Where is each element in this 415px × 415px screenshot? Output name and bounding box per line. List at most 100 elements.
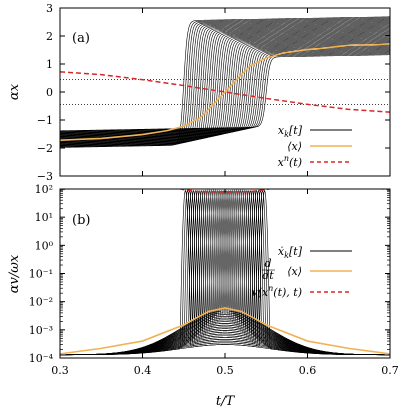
panel-a-trajectory bbox=[60, 53, 390, 132]
panel-b-velocity bbox=[60, 189, 390, 356]
legend-b-item-mean-derivative: d dt ⟨x⟩ bbox=[262, 257, 352, 282]
panel-b-velocity bbox=[60, 189, 390, 356]
legend-a-item-trajectories: xk[t] bbox=[278, 124, 352, 139]
panel-b-velocity bbox=[60, 189, 390, 356]
panel-a-ytick-label: 0 bbox=[46, 86, 53, 99]
panel-a: −3 −2 −1 0 1 2 3 (a) αx xk[t] ⟨x⟩ xn(t) bbox=[7, 2, 391, 183]
panel-a-label: (a) bbox=[72, 31, 90, 46]
panel-b-xtick-label: 0.6 bbox=[299, 364, 317, 377]
panel-a-trajectory bbox=[60, 24, 390, 145]
panel-b-velocity bbox=[60, 189, 390, 356]
legend-b-item-velocities: ẋk[t] bbox=[278, 245, 352, 260]
panel-a-ytick-label: 3 bbox=[46, 2, 53, 15]
panel-b-xtick-label: 0.7 bbox=[381, 364, 399, 377]
svg-text:xk[t]: xk[t] bbox=[278, 124, 303, 139]
panel-a-trajectory bbox=[60, 34, 390, 141]
panel-b-xlabel: t/T bbox=[216, 394, 236, 409]
panel-a-trajectory bbox=[60, 28, 390, 143]
panel-b-velocity bbox=[60, 189, 390, 356]
panel-a-trajectory bbox=[60, 54, 390, 132]
panel-b-velocity bbox=[60, 189, 390, 356]
panel-b-velocity bbox=[60, 189, 390, 356]
panel-a-trajectory bbox=[60, 26, 390, 144]
panel-a-trajectory bbox=[60, 43, 390, 136]
panel-b-velocity bbox=[60, 189, 390, 356]
panel-a-ytick-label: −3 bbox=[37, 170, 53, 183]
panel-b-ytick-label: 10⁻⁴ bbox=[29, 352, 54, 365]
panel-a-ytick-label: −2 bbox=[37, 142, 53, 155]
panel-b-mean-derivative-curve bbox=[60, 307, 390, 355]
panel-b-ytick-label: 10⁰ bbox=[35, 239, 54, 252]
panel-b-velocity bbox=[60, 189, 390, 356]
panel-b-velocity bbox=[60, 189, 390, 356]
panel-a-trajectory bbox=[60, 51, 390, 133]
legend-a-item-xn: xn(t) bbox=[278, 154, 352, 169]
panel-a-trajectory bbox=[60, 32, 390, 141]
panel-b-ytick-label: 10⁻³ bbox=[29, 324, 53, 337]
panel-b: 0.3 0.4 0.5 0.6 0.7 10⁻⁴ 10⁻³ 10⁻² 10⁻¹ 10⁰ 10¹ 10²… bbox=[7, 183, 399, 409]
panel-a-trajectory bbox=[60, 27, 390, 144]
panel-b-velocity bbox=[60, 189, 390, 356]
panel-a-trajectory bbox=[60, 17, 390, 148]
panel-b-velocity bbox=[60, 190, 390, 356]
panel-a-trajectory bbox=[60, 16, 390, 148]
panel-a-trajectory bbox=[60, 19, 390, 147]
svg-text:xn(t): xn(t) bbox=[278, 154, 302, 169]
panel-a-trajectory bbox=[60, 21, 390, 146]
panel-b-velocity bbox=[60, 189, 390, 356]
legend-b-item-v-xn: v(xn(t), t) bbox=[251, 284, 352, 299]
panel-b-ytick-label: 10² bbox=[35, 183, 53, 196]
panel-b-velocity bbox=[60, 189, 390, 356]
panel-a-ytick-label: −1 bbox=[37, 114, 53, 127]
svg-text:d: d bbox=[264, 257, 271, 270]
panel-b-velocity bbox=[60, 189, 390, 356]
panel-b-ytick-label: 10⁻¹ bbox=[29, 268, 53, 281]
legend-a-item-mean: ⟨x⟩ bbox=[287, 140, 352, 153]
panel-b-velocity bbox=[60, 189, 390, 356]
svg-text:⟨x⟩: ⟨x⟩ bbox=[287, 265, 302, 278]
panel-a-trajectory bbox=[60, 42, 390, 137]
panel-a-trajectory bbox=[60, 31, 390, 142]
svg-text:v(xn(t), t): v(xn(t), t) bbox=[251, 284, 302, 299]
panel-b-velocity bbox=[60, 189, 390, 356]
panel-b-frame bbox=[59, 188, 391, 359]
panel-a-trajectory bbox=[60, 49, 390, 134]
panel-a-trajectory bbox=[60, 41, 390, 137]
panel-a-ytick-label: 1 bbox=[46, 58, 53, 71]
panel-b-velocity bbox=[60, 189, 390, 356]
panel-a-trajectory bbox=[60, 25, 390, 144]
panel-b-velocity bbox=[60, 189, 390, 356]
panel-a-mean-curve bbox=[60, 43, 390, 141]
panel-a-trajectory bbox=[60, 20, 390, 147]
panel-b-velocity bbox=[60, 189, 390, 356]
panel-a-trajectory bbox=[60, 22, 390, 146]
panel-b-velocity bbox=[60, 189, 390, 356]
svg-text:⟨x⟩: ⟨x⟩ bbox=[287, 140, 302, 153]
legend-a: xk[t] ⟨x⟩ xn(t) bbox=[278, 124, 352, 169]
panel-b-velocity bbox=[60, 189, 390, 356]
panel-b-ticks: 0.3 0.4 0.5 0.6 0.7 10⁻⁴ 10⁻³ 10⁻² 10⁻¹ 10⁰ 10¹ 10² bbox=[29, 183, 399, 377]
panel-b-xtick-label: 0.5 bbox=[216, 364, 234, 377]
panel-a-trajectory bbox=[60, 34, 390, 140]
panel-a-trajectory bbox=[60, 40, 390, 138]
panel-a-trajectory bbox=[60, 18, 390, 147]
panel-a-trajectory bbox=[60, 33, 390, 141]
panel-b-velocity bbox=[60, 189, 390, 356]
panel-b-velocity bbox=[60, 189, 390, 356]
panel-a-trajectory bbox=[60, 29, 390, 143]
panel-b-ylabel: αv/ωx bbox=[7, 254, 22, 293]
svg-text:ẋk[t]: ẋk[t] bbox=[278, 245, 303, 260]
panel-a-trajectory bbox=[60, 23, 390, 145]
panel-b-ytick-label: 10¹ bbox=[35, 211, 53, 224]
panel-a-ticks: −3 −2 −1 0 1 2 3 bbox=[37, 2, 391, 183]
panel-a-ytick-label: 2 bbox=[46, 30, 53, 43]
panel-a-trajectory bbox=[60, 50, 390, 133]
panel-a-plot-area bbox=[60, 16, 390, 148]
panel-a-trajectory bbox=[60, 48, 390, 134]
panel-a-trajectory bbox=[60, 52, 390, 132]
panel-b-velocity bbox=[60, 189, 390, 356]
panel-b-xtick-label: 0.3 bbox=[51, 364, 69, 377]
panel-a-trajectory bbox=[60, 47, 390, 135]
panel-a-trajectory bbox=[60, 44, 390, 136]
